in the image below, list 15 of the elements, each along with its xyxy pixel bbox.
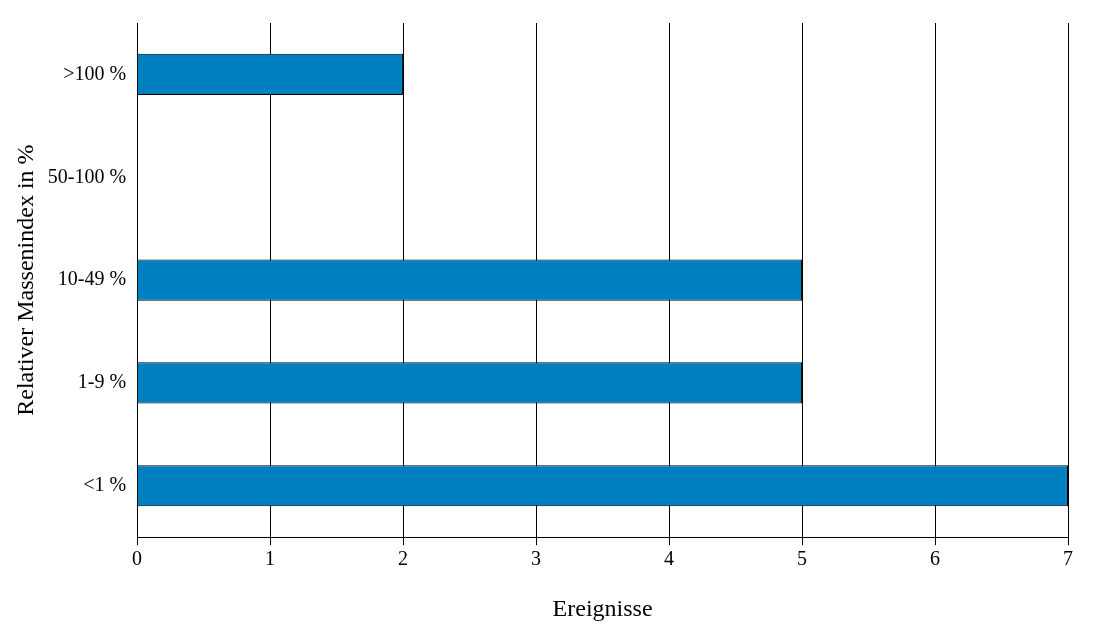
- x-tick-label: 2: [398, 547, 409, 570]
- y-tick-label: 50-100 %: [47, 164, 127, 187]
- y-tick-label: <1 %: [83, 473, 127, 496]
- x-axis-title: Ereignisse: [552, 594, 653, 621]
- x-tick-label: 3: [531, 547, 542, 570]
- x-tick-label: 1: [265, 547, 276, 570]
- x-tick-label: 5: [797, 547, 808, 570]
- x-tick-label: 4: [664, 547, 675, 570]
- y-tick-label: >100 %: [63, 61, 127, 84]
- y-tick-label: 1-9 %: [77, 370, 127, 393]
- x-tick-label: 7: [1063, 547, 1073, 570]
- x-tick-label: 6: [930, 547, 941, 570]
- y-tick-label: 10-49 %: [57, 267, 127, 290]
- y-axis-title: Relativer Massenindex in %: [11, 144, 38, 416]
- x-tick-label: 0: [132, 547, 143, 570]
